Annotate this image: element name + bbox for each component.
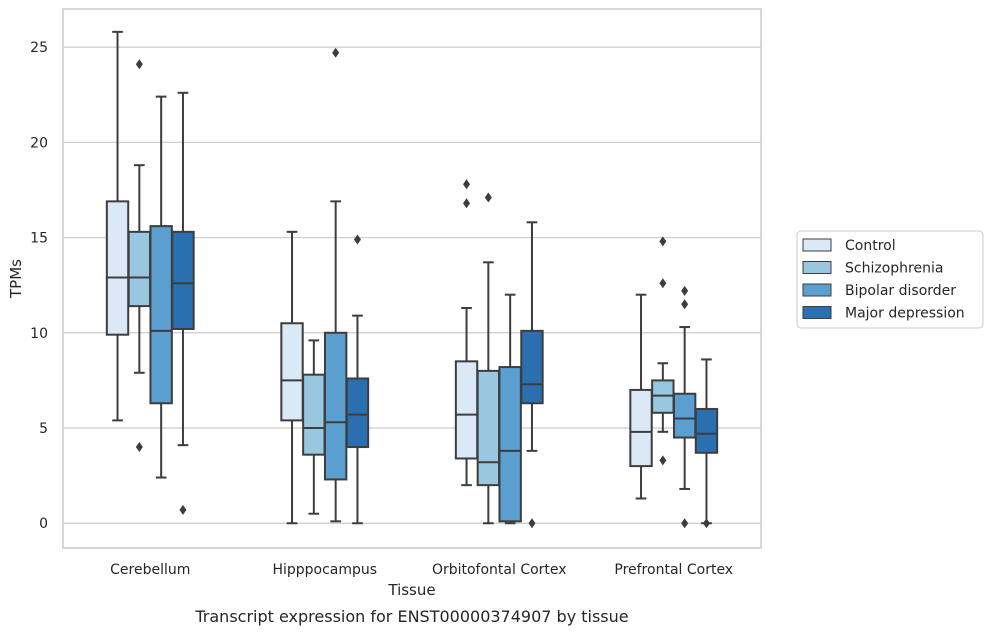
legend-swatch — [802, 306, 832, 319]
y-tick-label: 15 — [30, 231, 48, 247]
box-iqr — [520, 329, 544, 405]
outlier-point — [528, 518, 536, 529]
box-iqr — [672, 392, 697, 439]
y-tick-label: 25 — [30, 40, 48, 56]
legend-label: Control — [845, 238, 896, 254]
outlier-point — [659, 455, 667, 466]
outlier-point — [353, 234, 361, 245]
box-iqr — [498, 366, 522, 523]
x-tick-label: Orbitofontal Cortex — [432, 562, 567, 578]
outlier-point — [332, 47, 340, 58]
outlier-point — [484, 192, 492, 203]
outlier-point — [659, 236, 667, 247]
box-iqr — [280, 322, 304, 422]
chart-title: Transcript expression for ENST0000037490… — [194, 607, 628, 626]
box-iqr — [629, 388, 653, 468]
box-control — [280, 230, 304, 525]
y-tick-label: 20 — [30, 135, 48, 151]
box-iqr — [476, 369, 501, 487]
box-iqr — [345, 377, 370, 449]
y-axis-label: TPMs — [7, 259, 25, 299]
outlier-point — [135, 59, 143, 70]
y-tick-label: 0 — [39, 516, 48, 532]
legend-label: Bipolar disorder — [845, 283, 956, 299]
legend-frame — [796, 230, 984, 329]
box-iqr — [323, 331, 348, 481]
box-control — [105, 30, 130, 422]
box-iqr — [694, 407, 719, 454]
x-axis-label: Tissue — [387, 581, 435, 599]
box-schizophrenia — [651, 236, 675, 466]
box-schizophrenia — [302, 339, 326, 515]
y-tick-labels: 0 5 10 15 20 25 — [30, 40, 48, 532]
box-control — [629, 293, 653, 500]
x-tick-label: Cerebellum — [110, 562, 190, 578]
outlier-point — [463, 198, 471, 209]
box-iqr — [454, 360, 479, 460]
box-iqr — [171, 230, 195, 330]
box-groups — [105, 30, 719, 529]
x-tick-labels: Cerebellum Hipppocampus Orbitofontal Corte… — [110, 562, 733, 578]
box-major-depression — [171, 91, 195, 515]
outlier-point — [135, 442, 143, 453]
x-tick-label: Hipppocampus — [272, 562, 377, 578]
plot-area-frame — [62, 8, 762, 549]
box-bipolar-disorder — [672, 285, 697, 529]
outlier-point — [659, 278, 667, 289]
box-major-depression — [345, 234, 370, 525]
box-major-depression — [520, 221, 544, 529]
box-major-depression — [694, 358, 719, 529]
box-bipolar-disorder — [323, 47, 348, 523]
box-iqr — [149, 225, 173, 405]
legend: Control Schizophrenia Bipolar disorder Majo… — [796, 230, 984, 329]
x-tick-label: Prefrontal Cortex — [614, 562, 733, 578]
legend-swatch — [802, 238, 832, 252]
legend-swatch — [802, 283, 832, 297]
legend-label: Major depression — [845, 306, 965, 322]
box-bipolar-disorder — [149, 95, 173, 479]
box-schizophrenia — [127, 59, 152, 453]
outlier-point — [463, 179, 471, 190]
box-iqr — [127, 230, 152, 308]
outlier-point — [681, 285, 689, 296]
legend-swatch — [802, 261, 832, 274]
outlier-point — [681, 518, 689, 529]
y-tick-label: 10 — [30, 326, 48, 342]
outlier-point — [179, 504, 187, 515]
box-iqr — [105, 200, 130, 336]
legend-label: Schizophrenia — [845, 261, 943, 277]
box-iqr — [302, 373, 326, 456]
outlier-point — [681, 299, 689, 310]
box-schizophrenia — [476, 192, 501, 525]
box-bipolar-disorder — [498, 293, 522, 525]
y-tick-label: 5 — [39, 421, 48, 437]
outlier-point — [702, 518, 710, 529]
